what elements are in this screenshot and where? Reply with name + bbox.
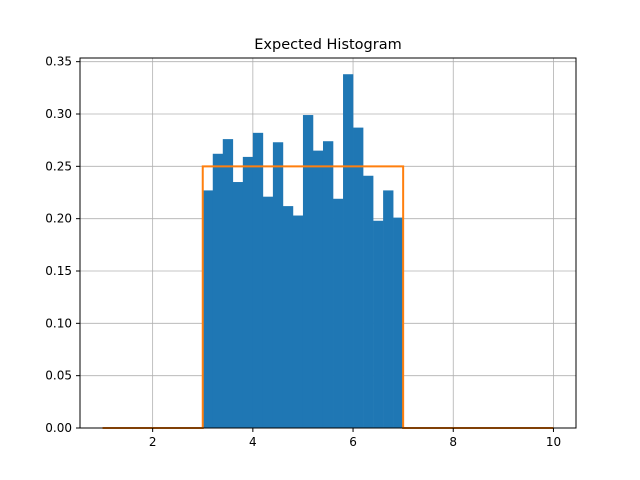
histogram-bar [202,190,214,428]
y-tick-label: 0.10 [45,316,72,330]
axes-frame [79,57,577,429]
histogram-bar [322,141,334,428]
histogram-bar [343,74,354,428]
histogram-bar [252,132,264,428]
histogram-bar [383,190,394,428]
histogram-bars [202,74,404,429]
histogram-bar [333,198,344,428]
y-tick-label: 0.20 [45,212,72,226]
histogram-bar [242,156,254,428]
y-tick-label: 0.05 [45,369,72,383]
x-tick-label: 6 [349,435,357,449]
histogram-bar [232,182,244,428]
x-tick-label: 2 [149,435,157,449]
chart-title: Expected Histogram [254,37,401,53]
x-tick-label: 4 [249,435,257,449]
histogram-bar [353,127,364,429]
histogram-bar [282,206,294,428]
y-tick-label: 0.25 [45,159,72,173]
y-tick-label: 0.15 [45,264,72,278]
y-tick-label: 0.30 [45,107,72,121]
histogram-bar [292,215,304,428]
axes [79,57,577,429]
histogram-bar [363,175,374,428]
x-tick-label: 8 [449,435,457,449]
histogram-bar [373,220,384,428]
y-tick-label: 0.35 [45,55,72,69]
x-tick-label: 10 [546,435,561,449]
histogram-bar [312,150,324,428]
histogram-bar [272,142,284,428]
histogram-bar [393,217,404,428]
histogram-bar [222,139,234,428]
histogram-bar [302,115,314,428]
histogram-bar [212,153,224,428]
y-tick-label: 0.00 [45,421,72,435]
histogram-bar [262,196,274,428]
y-axis-ticks: 0.00 0.05 0.10 0.15 0.20 0.25 0.30 0.35 [45,55,80,435]
x-axis-ticks: 2 4 6 8 10 [149,428,561,449]
